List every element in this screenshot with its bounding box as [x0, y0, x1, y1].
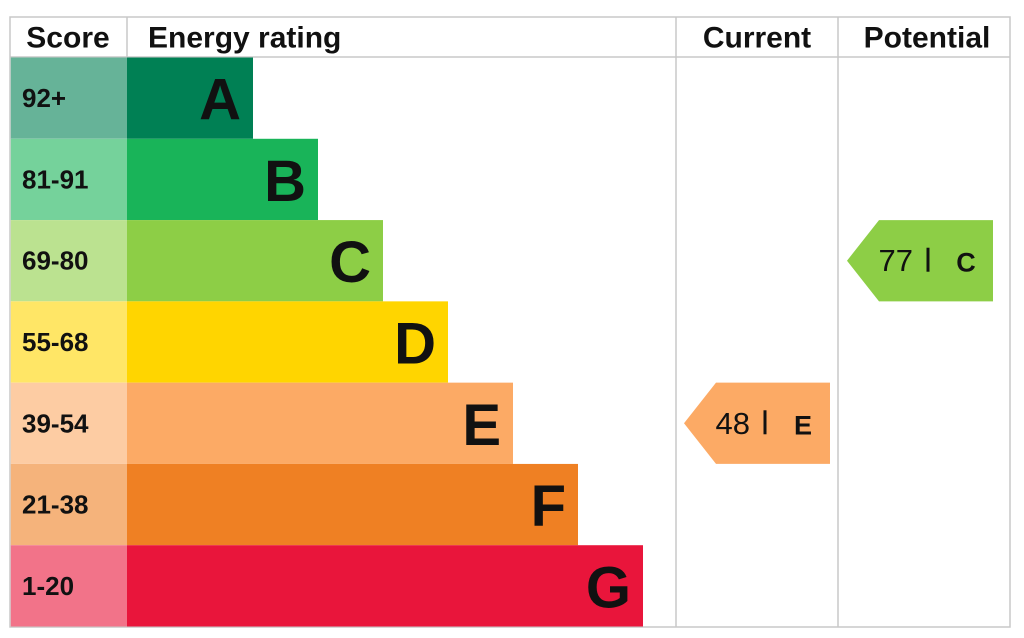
current-value: 48 [716, 406, 750, 441]
score-cell [10, 57, 127, 139]
rating-letter: F [531, 474, 566, 539]
rating-bar [127, 220, 383, 302]
score-label: 69-80 [22, 246, 89, 276]
rating-letter: E [462, 393, 501, 458]
score-cell [10, 382, 127, 464]
column-header: Score [26, 22, 109, 55]
column-header: Energy rating [148, 22, 341, 55]
rating-bar [127, 301, 448, 383]
score-cell [10, 545, 127, 627]
column-header: Current [703, 22, 811, 55]
rating-bar [127, 138, 318, 221]
current-arrow [684, 382, 830, 464]
score-label: 55-68 [22, 327, 89, 357]
rating-bar [127, 57, 253, 139]
score-cell [10, 138, 127, 221]
score-cell [10, 463, 127, 546]
rating-letter: G [586, 555, 631, 620]
rating-letter: D [394, 312, 436, 377]
score-cell [10, 220, 127, 302]
score-label: 21-38 [22, 490, 89, 520]
score-label: 81-91 [22, 164, 89, 194]
rating-bar [127, 382, 513, 464]
rating-bar [127, 545, 643, 627]
score-label: 39-54 [22, 408, 89, 438]
score-label: 1-20 [22, 571, 74, 601]
rating-bar [127, 463, 578, 546]
current-letter: E [794, 410, 812, 440]
potential-value: 77 [879, 243, 913, 278]
rating-letter: C [329, 230, 371, 295]
rating-letter: A [199, 68, 241, 133]
rating-letter: B [264, 149, 306, 214]
potential-letter: C [956, 248, 976, 278]
potential-arrow [847, 220, 993, 302]
score-cell [10, 301, 127, 383]
column-header: Potential [864, 22, 991, 55]
score-label: 92+ [22, 83, 66, 113]
